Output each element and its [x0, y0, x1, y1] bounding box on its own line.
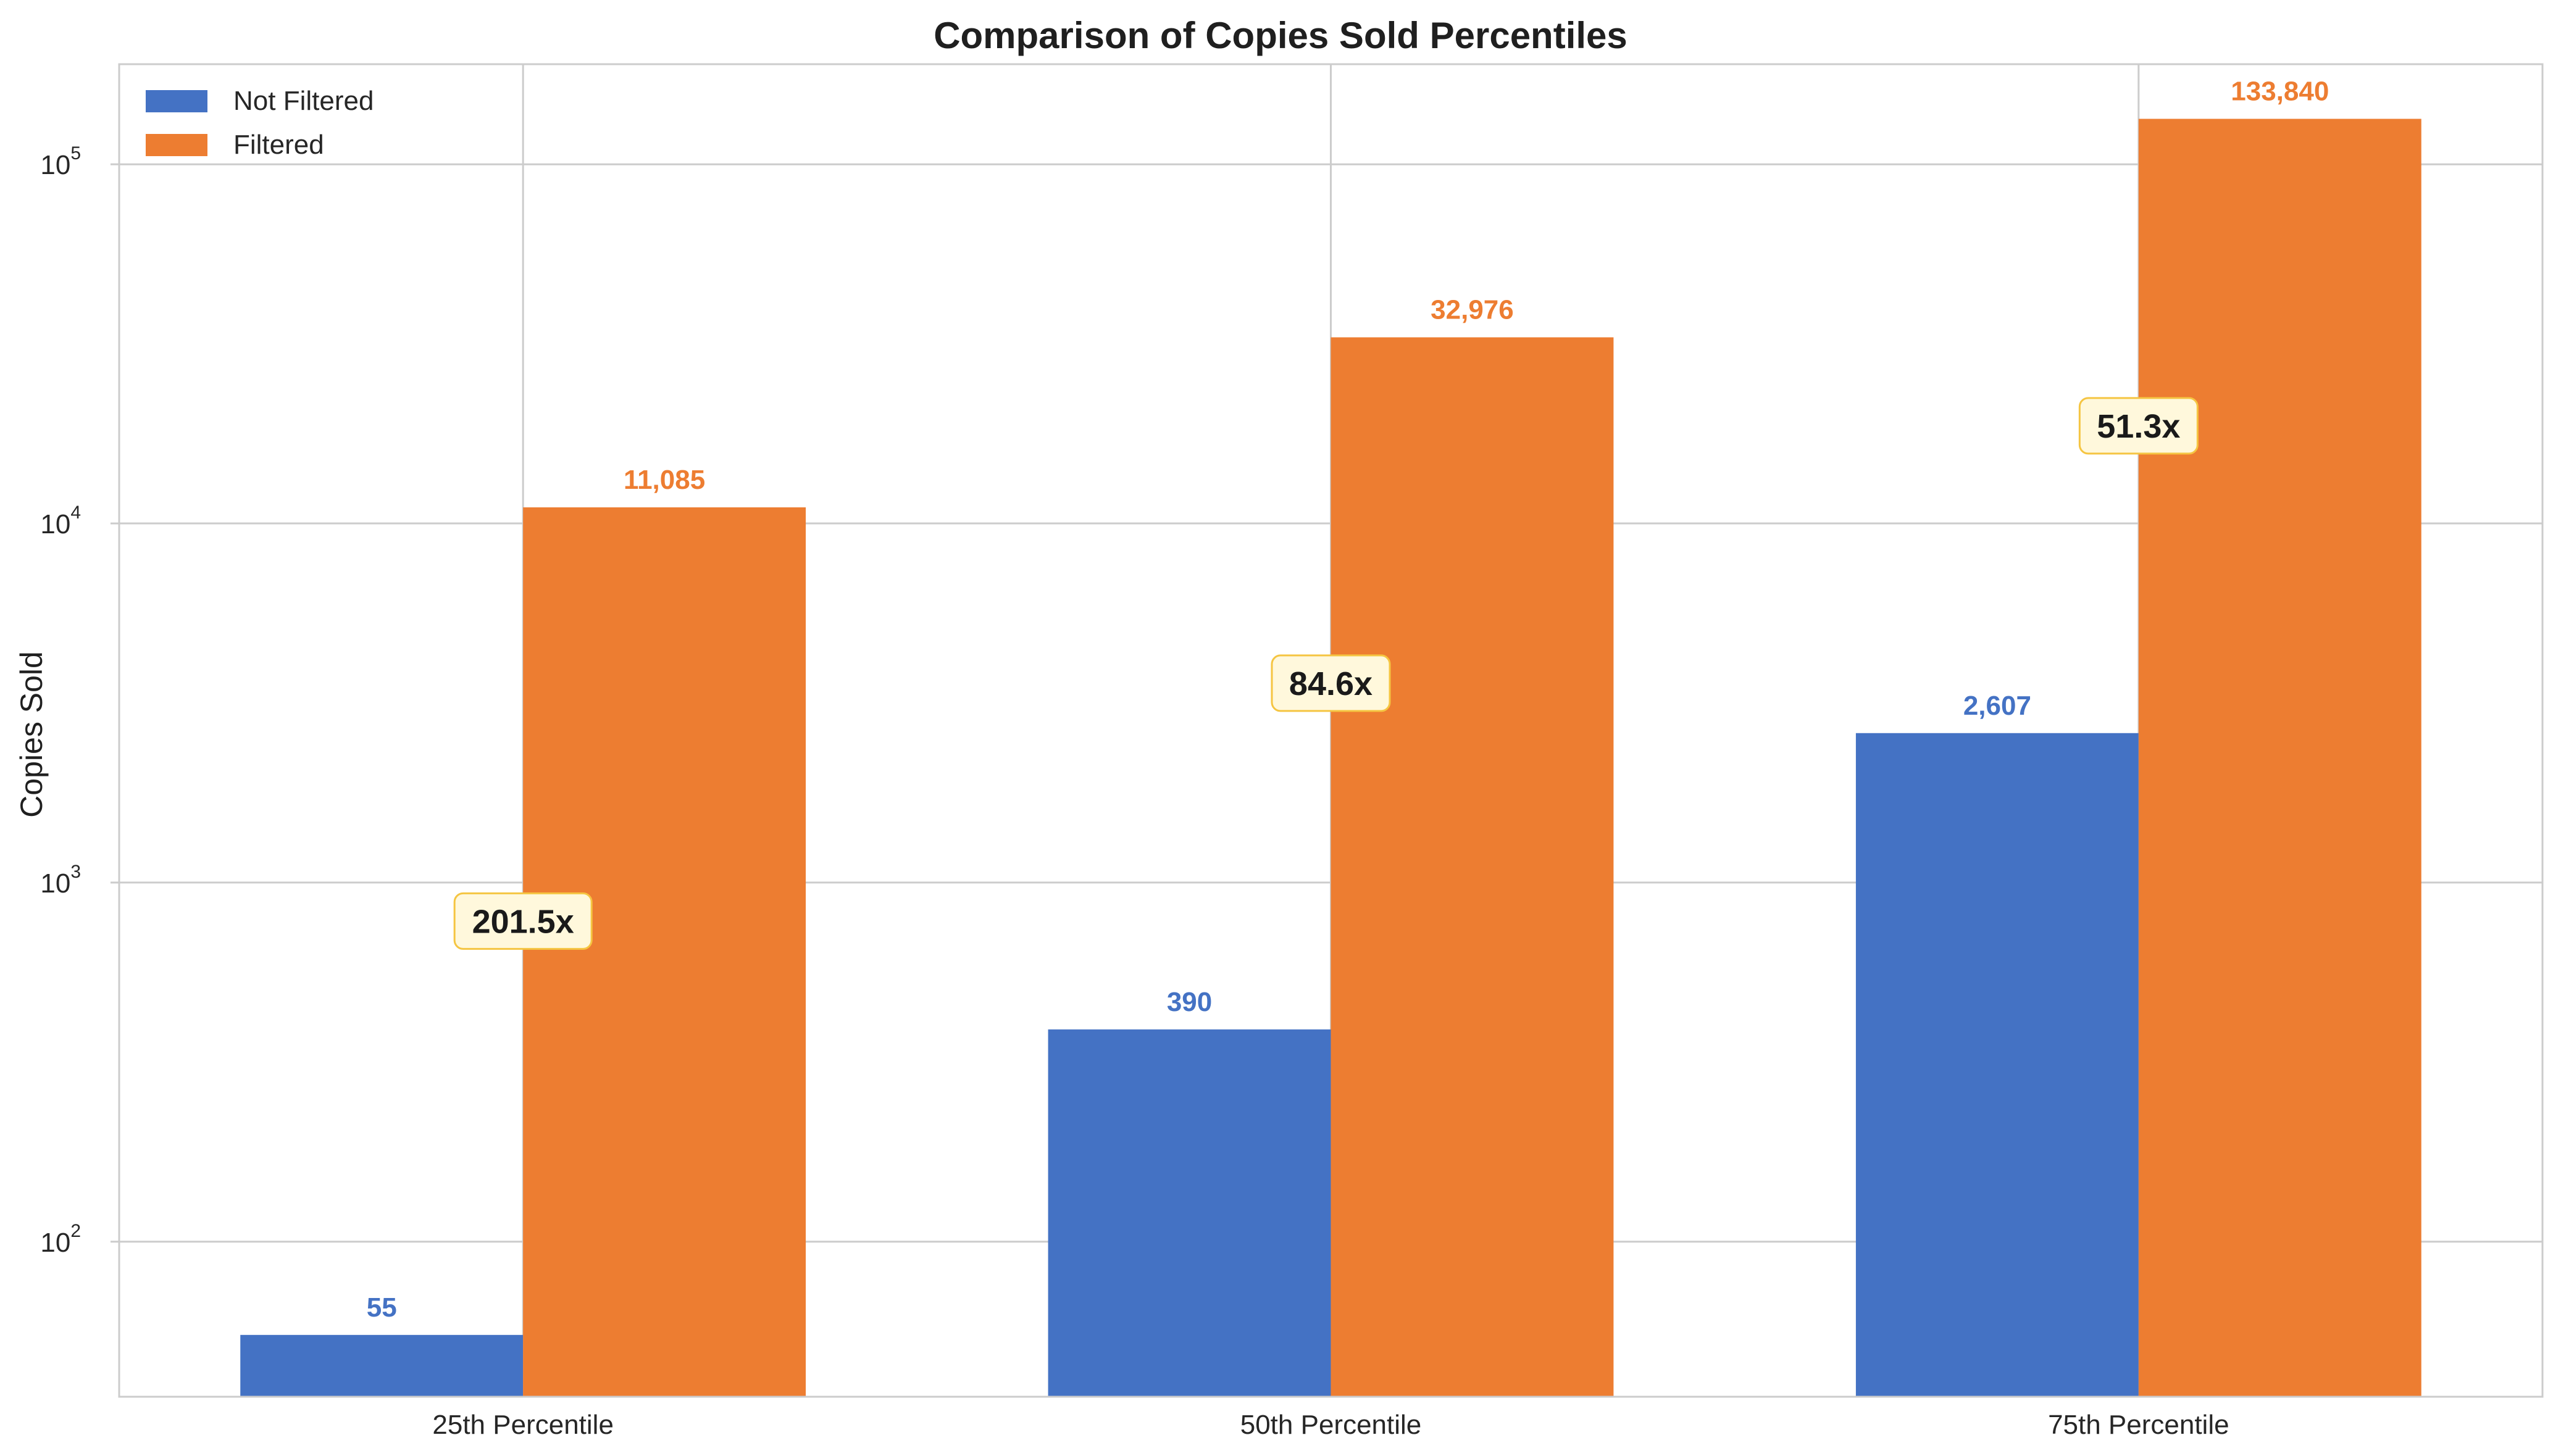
bar-not-filtered: [1048, 1029, 1331, 1397]
bar-not-filtered: [1855, 733, 2139, 1397]
ratio-annotation: 201.5x: [453, 892, 593, 950]
ratio-annotations: 201.5x 84.6x 51.3x: [453, 397, 2199, 950]
chart-title: Comparison of Copies Sold Percentiles: [934, 15, 1627, 56]
ratio-annotation: 84.6x: [1271, 654, 1391, 712]
ratio-label: 51.3x: [2097, 408, 2180, 445]
ratio-box: [453, 892, 593, 950]
value-labels: 55 390 2,607 11,085 32,976 133,840: [367, 77, 2329, 1323]
x-tick-label: 50th Percentile: [1240, 1410, 1422, 1440]
ratio-box: [1271, 654, 1391, 712]
legend: Not Filtered Filtered: [146, 86, 374, 160]
bar-filtered: [2138, 119, 2421, 1397]
plot-frame: [118, 63, 2544, 1398]
bar-filtered: [1331, 337, 1614, 1397]
bars: [240, 119, 2421, 1397]
bar-value-label: 32,976: [1431, 295, 1514, 325]
legend-label: Not Filtered: [233, 86, 374, 116]
legend-swatch: [146, 134, 207, 156]
bar-value-label: 2,607: [1963, 691, 2031, 721]
x-tick-label: 75th Percentile: [2048, 1410, 2229, 1440]
bar-filtered: [523, 507, 806, 1397]
legend-label: Filtered: [233, 130, 324, 160]
y-tick-label: 102: [40, 1221, 81, 1258]
bar-value-label: 11,085: [624, 465, 705, 495]
ratio-label: 84.6x: [1289, 665, 1372, 702]
bar-value-label: 133,840: [2231, 77, 2329, 107]
legend-swatch: [146, 90, 207, 112]
y-tick-label: 104: [40, 502, 81, 539]
y-tick-label: 105: [40, 143, 81, 180]
ratio-annotation: 51.3x: [2078, 397, 2199, 455]
bar-not-filtered: [240, 1334, 524, 1397]
ratio-box: [2078, 397, 2199, 455]
y-axis-label: Copies Sold: [14, 651, 49, 818]
axis-ticks: 102 103 104 105 25th Percentile 50th Percenti…: [40, 143, 2229, 1440]
x-tick-label: 25th Percentile: [432, 1410, 614, 1440]
bar-value-label: 55: [367, 1292, 397, 1323]
ratio-label: 201.5x: [472, 903, 574, 940]
y-tick-label: 103: [40, 862, 81, 899]
bar-value-label: 390: [1167, 987, 1212, 1017]
